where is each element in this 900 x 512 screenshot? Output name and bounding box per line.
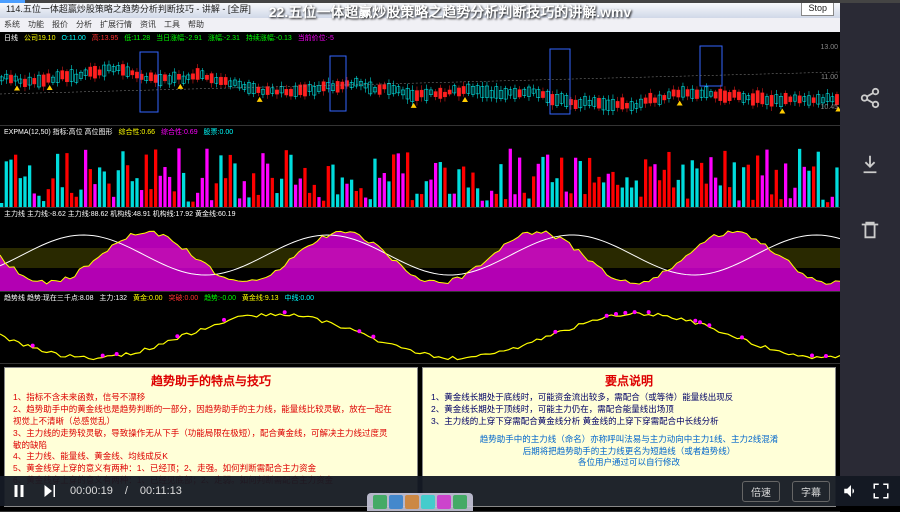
mini-btn[interactable] <box>389 495 403 509</box>
menu-item[interactable]: 帮助 <box>188 19 204 31</box>
help-line: 2、黄金线长期处于顶线时，可能主力仍在，需配合能量线出场顶 <box>431 404 827 416</box>
help-line: 2、趋势助手中的黄金线也是趋势判断的一部分，因趋势助手的主力线，能量线比较灵敏，… <box>13 404 409 416</box>
help-line: 1、指标不含未来函数，信号不漂移 <box>13 392 409 404</box>
help-footer-line: 后期将把趋势助手的主力线更名为短趋线（或者趋势线） <box>431 446 827 458</box>
mini-btn[interactable] <box>453 495 467 509</box>
help-footer-line: 各位用户通过可以自行修改 <box>431 457 827 469</box>
menu-item[interactable]: 工具 <box>164 19 180 31</box>
mini-btn[interactable] <box>373 495 387 509</box>
mini-btn[interactable] <box>437 495 451 509</box>
help-left-title: 趋势助手的特点与技巧 <box>13 372 409 389</box>
mini-btn[interactable] <box>421 495 435 509</box>
volume-info-bar: EXPMA(12,50) 指标:高位 高位图形 综合性:0.66 综合性:0.6… <box>0 126 840 138</box>
time-sep: / <box>125 485 128 497</box>
indicator-info-bar: 主力线 主力线:-8.62 主力线:88.62 机构线:48.91 机构线:17… <box>0 208 840 220</box>
delete-icon[interactable] <box>852 212 888 248</box>
window-title: 114.五位一体超赢炒股策略之趋势分析判断技巧 - 讲解 - [全屏] <box>6 2 251 16</box>
fullscreen-icon[interactable] <box>872 482 890 500</box>
video-player: 22.五位一体超赢炒股策略之趋势分析判断技巧的讲解.wmv 114.五位一体超赢… <box>0 0 900 506</box>
player-sidebar <box>840 0 900 476</box>
help-right-title: 要点说明 <box>431 372 827 389</box>
indicator-panel[interactable] <box>0 220 840 292</box>
menu-item[interactable]: 报价 <box>52 19 68 31</box>
mini-btn[interactable] <box>405 495 419 509</box>
volume-icon[interactable] <box>842 482 860 500</box>
video-content: 114.五位一体超赢炒股策略之趋势分析判断技巧 - 讲解 - [全屏] Stop… <box>0 0 840 476</box>
share-icon[interactable] <box>852 80 888 116</box>
menu-item[interactable]: 资讯 <box>140 19 156 31</box>
help-line: 敏的缺陷 <box>13 440 409 452</box>
menu-item[interactable]: 功能 <box>28 19 44 31</box>
help-line: 5、黄金线穿上穿的意义有两种：1、已经顶；2、走强。如何判断需配合主力资金 <box>13 463 409 475</box>
time-current: 00:00:19 <box>70 485 113 497</box>
menu-item[interactable]: 扩展行情 <box>100 19 132 31</box>
mini-toolbar[interactable] <box>367 493 473 511</box>
time-total: 00:11:13 <box>140 485 182 497</box>
chart-area: 日线 公司19.10 O:11.00 高:13.95 低:11.28 当日涨幅:… <box>0 32 840 476</box>
trend-panel[interactable] <box>0 304 840 364</box>
play-button[interactable] <box>10 482 28 500</box>
menu-item[interactable]: 系统 <box>4 19 20 31</box>
subtitle-button[interactable]: 字幕 <box>792 481 830 502</box>
app-window: 114.五位一体超赢炒股策略之趋势分析判断技巧 - 讲解 - [全屏] Stop… <box>0 0 840 476</box>
help-line: 视觉上不清晰（总感觉乱） <box>13 416 409 428</box>
chart-info-bar: 日线 公司19.10 O:11.00 高:13.95 低:11.28 当日涨幅:… <box>0 32 840 44</box>
speed-button[interactable]: 倍速 <box>742 481 780 502</box>
next-button[interactable] <box>40 482 58 500</box>
help-line: 1、黄金线长期处于底线时，可能资金流出较多，需配合（或等待）能量线出现反 <box>431 392 827 404</box>
help-line: 3、主力线的上穿下穿需配合黄金线分析 黄金线的上穿下穿需配合中长线分析 <box>431 416 827 428</box>
progress-fill <box>0 0 25 3</box>
stop-button[interactable]: Stop <box>801 2 834 16</box>
video-title: 22.五位一体超赢炒股策略之趋势分析判断技巧的讲解.wmv <box>269 2 631 22</box>
trend-info-bar: 趋势线 趋势:现在三千点:8.08 主力:132 黄金:0.00 突破:0.00… <box>0 292 840 304</box>
help-footer-line: 趋势助手中的主力线（命名）亦称呼叫法易与主力动向中主力1线、主力2线混淆 <box>431 434 827 446</box>
volume-panel[interactable] <box>0 138 840 208</box>
help-line: 3、主力线的走势较灵敏，导致操作无从下手（功能局限在极短），配合黄金线，可解决主… <box>13 428 409 440</box>
menu-item[interactable]: 分析 <box>76 19 92 31</box>
help-line: 4、主力线、能量线、黄金线、均线成反K <box>13 451 409 463</box>
candlestick-panel[interactable]: 13.0011.0010.45 <box>0 44 840 126</box>
download-icon[interactable] <box>852 146 888 182</box>
